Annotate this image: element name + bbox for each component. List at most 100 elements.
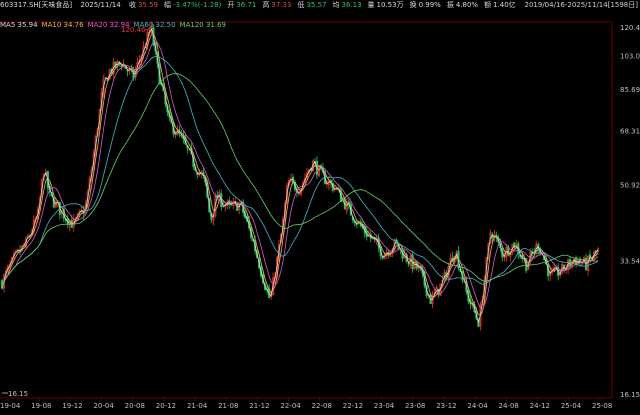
candle-body <box>42 173 45 180</box>
candle-body <box>449 257 452 268</box>
quote-field: 量 10.53万 <box>368 1 404 9</box>
time-tick-label: 20-12 <box>156 402 176 410</box>
date-range[interactable]: 2019/04/16-2025/11/14[1598日] <box>524 1 639 9</box>
quote-field: 换 0.99% <box>410 1 441 9</box>
quote-field: 幅 -3.47%(-1.28) <box>164 1 221 9</box>
ma-legend-item: MA5 35.94 <box>0 21 38 29</box>
quote-field: 低 35.57 <box>297 1 326 9</box>
quote-field-label: 均 <box>332 1 340 9</box>
candle-body <box>214 196 217 217</box>
candle-body <box>567 259 570 270</box>
quote-field: 高 37.33 <box>262 1 291 9</box>
price-tick-label: 120.46 <box>620 24 640 32</box>
candle-body <box>230 204 233 206</box>
candle-body <box>487 243 490 258</box>
quote-field-label: 开 <box>227 1 235 9</box>
time-tick-label: 23-04 <box>374 402 395 410</box>
quote-date: 2025/11/14 <box>80 1 121 9</box>
candle-body <box>54 200 57 208</box>
price-tick-label: 50.92 <box>620 181 640 189</box>
time-tick-label: 25-04 <box>561 402 582 410</box>
ma10-line <box>1 33 599 316</box>
quote-field: 均 36.13 <box>332 1 361 9</box>
time-tick-label: 20-04 <box>93 402 114 410</box>
candle-body <box>513 242 516 248</box>
max-marker <box>144 27 152 31</box>
price-tick-label: 103.08 <box>620 52 640 60</box>
max-price-label: 120.46 <box>121 26 146 34</box>
time-tick-label: 24-12 <box>530 402 550 410</box>
candle-body <box>138 60 141 63</box>
candle-body <box>285 185 289 204</box>
quote-field: 额 1.40亿 <box>484 1 516 9</box>
ma120-line <box>1 73 599 289</box>
candle-body <box>280 234 283 243</box>
price-tick-label: 85.69 <box>620 86 640 94</box>
quote-field-value: 36.71 <box>236 1 257 9</box>
quote-field-label: 低 <box>297 1 305 9</box>
candle-body <box>40 178 43 197</box>
quote-field-label: 振 <box>446 1 454 9</box>
candle-body <box>278 243 281 259</box>
time-tick-label: 21-04 <box>187 402 208 410</box>
time-tick-label: 20-08 <box>125 402 145 410</box>
candle-body <box>282 218 285 235</box>
time-tick-label: 23-12 <box>436 402 456 410</box>
candle-body <box>596 248 600 252</box>
candle-body <box>305 172 309 178</box>
quote-field: 收 35.59 <box>129 1 158 9</box>
time-tick-label: 22-08 <box>312 402 332 410</box>
candle-body <box>88 177 91 191</box>
candle-body <box>284 203 287 221</box>
time-tick-label: 23-08 <box>405 402 425 410</box>
candle-body <box>511 244 514 254</box>
candle-body <box>6 266 10 273</box>
quote-field-label: 收 <box>128 1 136 9</box>
quote-field-value: 36.13 <box>341 1 362 9</box>
min-price-label: 16.15 <box>8 390 28 398</box>
price-tick-label: 33.54 <box>620 258 640 266</box>
candle-body <box>78 210 81 215</box>
candle-body <box>44 171 47 176</box>
ma-legend-item: MA60 32.50 <box>133 21 176 29</box>
ma20-line <box>1 41 599 310</box>
time-tick-label: 24-08 <box>499 402 519 410</box>
quote-field-label: 换 <box>409 1 417 9</box>
stock-symbol[interactable]: 603317.SH[天味食品] <box>0 1 73 9</box>
ma-legend-item: MA120 31.69 <box>179 21 227 29</box>
quote-field-value: 10.53万 <box>376 1 404 9</box>
quote-field-value: 35.59 <box>137 1 158 9</box>
candle-body <box>403 253 406 259</box>
candle-body <box>76 213 79 219</box>
quote-field-label: 量 <box>367 1 375 9</box>
quote-field: 开 36.71 <box>227 1 256 9</box>
quote-field-value: 0.99% <box>418 1 441 9</box>
price-tick-label: 16.15 <box>620 391 640 399</box>
quote-field-value: 4.80% <box>455 1 479 9</box>
quote-field-value: 1.40亿 <box>493 1 516 9</box>
quote-field-label: 幅 <box>164 1 171 9</box>
candle-body <box>549 270 552 276</box>
candle-body <box>10 257 14 264</box>
candle-body <box>136 61 139 69</box>
quote-field-value: -3.47%(-1.28) <box>173 1 222 9</box>
time-tick-label: 24-04 <box>467 402 488 410</box>
quote-field-value: 37.33 <box>271 1 292 9</box>
time-tick-label: 21-08 <box>218 402 238 410</box>
candle-body <box>12 253 16 258</box>
quote-field-label: 额 <box>484 1 492 9</box>
ma-legend-item: MA10 34.76 <box>41 21 84 29</box>
candle-body <box>4 270 8 276</box>
candle-body <box>112 61 115 74</box>
time-tick-label: 22-12 <box>343 402 363 410</box>
candle-body <box>559 272 562 276</box>
quote-header: 603317.SH[天味食品] 2025/11/14 收 35.59 幅 -3.47%… <box>0 0 640 11</box>
quote-field: 振 4.80% <box>447 1 478 9</box>
candle-body <box>96 128 99 136</box>
candle-body <box>515 244 518 249</box>
candle-body <box>102 78 105 95</box>
quote-field-value: 35.57 <box>306 1 327 9</box>
candle-body <box>303 177 307 183</box>
candle-body <box>272 277 275 296</box>
